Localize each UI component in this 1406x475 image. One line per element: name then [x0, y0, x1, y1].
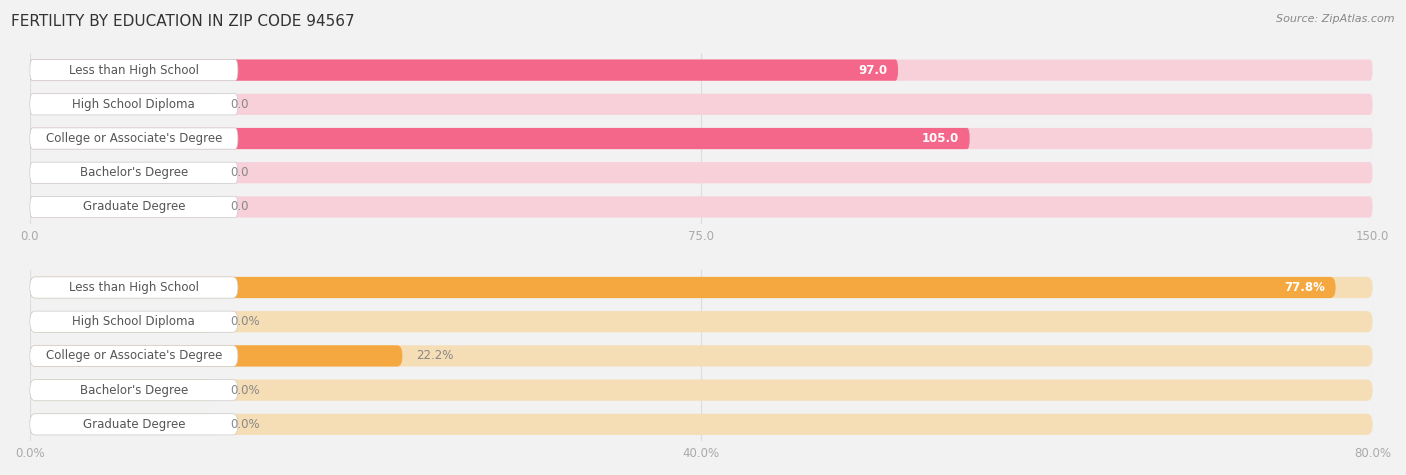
FancyBboxPatch shape — [30, 94, 217, 115]
FancyBboxPatch shape — [30, 380, 1372, 401]
Text: Bachelor's Degree: Bachelor's Degree — [80, 384, 188, 397]
FancyBboxPatch shape — [30, 380, 238, 401]
Text: 22.2%: 22.2% — [416, 350, 453, 362]
Text: Less than High School: Less than High School — [69, 64, 198, 76]
Text: FERTILITY BY EDUCATION IN ZIP CODE 94567: FERTILITY BY EDUCATION IN ZIP CODE 94567 — [11, 14, 354, 29]
FancyBboxPatch shape — [30, 277, 1372, 298]
Text: 105.0: 105.0 — [922, 132, 959, 145]
FancyBboxPatch shape — [30, 345, 238, 367]
Text: College or Associate's Degree: College or Associate's Degree — [45, 132, 222, 145]
Text: 0.0%: 0.0% — [231, 418, 260, 431]
FancyBboxPatch shape — [30, 128, 238, 149]
FancyBboxPatch shape — [30, 380, 217, 401]
Text: 97.0: 97.0 — [858, 64, 887, 76]
Text: Less than High School: Less than High School — [69, 281, 198, 294]
FancyBboxPatch shape — [30, 162, 238, 183]
Text: Graduate Degree: Graduate Degree — [83, 200, 186, 213]
Text: High School Diploma: High School Diploma — [73, 315, 195, 328]
Text: Source: ZipAtlas.com: Source: ZipAtlas.com — [1277, 14, 1395, 24]
FancyBboxPatch shape — [30, 311, 238, 332]
FancyBboxPatch shape — [30, 94, 1372, 115]
Text: 0.0: 0.0 — [231, 200, 249, 213]
FancyBboxPatch shape — [30, 414, 1372, 435]
FancyBboxPatch shape — [30, 162, 217, 183]
FancyBboxPatch shape — [30, 277, 238, 298]
Text: 77.8%: 77.8% — [1284, 281, 1324, 294]
FancyBboxPatch shape — [30, 162, 1372, 183]
Text: 0.0: 0.0 — [231, 166, 249, 179]
Text: Bachelor's Degree: Bachelor's Degree — [80, 166, 188, 179]
FancyBboxPatch shape — [30, 277, 1336, 298]
FancyBboxPatch shape — [30, 311, 1372, 332]
Text: 0.0%: 0.0% — [231, 315, 260, 328]
FancyBboxPatch shape — [30, 128, 970, 149]
FancyBboxPatch shape — [30, 311, 217, 332]
FancyBboxPatch shape — [30, 414, 217, 435]
FancyBboxPatch shape — [30, 128, 1372, 149]
FancyBboxPatch shape — [30, 59, 898, 81]
FancyBboxPatch shape — [30, 196, 238, 218]
Text: 0.0: 0.0 — [231, 98, 249, 111]
FancyBboxPatch shape — [30, 59, 238, 81]
FancyBboxPatch shape — [30, 94, 238, 115]
FancyBboxPatch shape — [30, 59, 1372, 81]
FancyBboxPatch shape — [30, 196, 217, 218]
Text: High School Diploma: High School Diploma — [73, 98, 195, 111]
FancyBboxPatch shape — [30, 345, 1372, 367]
Text: Graduate Degree: Graduate Degree — [83, 418, 186, 431]
Text: College or Associate's Degree: College or Associate's Degree — [45, 350, 222, 362]
Text: 0.0%: 0.0% — [231, 384, 260, 397]
FancyBboxPatch shape — [30, 196, 1372, 218]
FancyBboxPatch shape — [30, 345, 402, 367]
FancyBboxPatch shape — [30, 414, 238, 435]
